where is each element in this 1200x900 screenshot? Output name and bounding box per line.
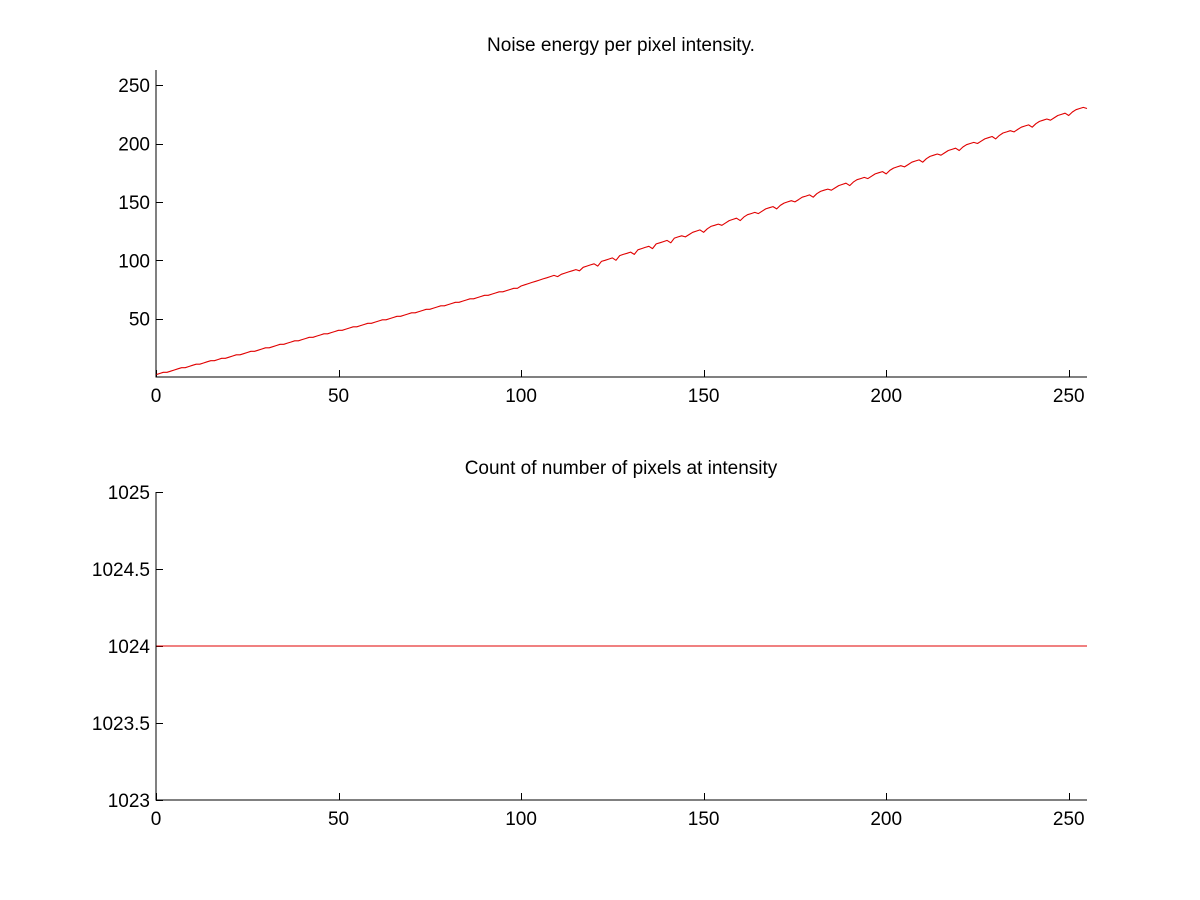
x-tick-label: 50 [328, 809, 349, 830]
y-tick-label: 50 [129, 310, 150, 331]
x-tick-label: 250 [1053, 386, 1085, 407]
x-tick-label: 150 [688, 809, 720, 830]
y-tick-label: 100 [118, 251, 150, 272]
x-tick-label: 150 [688, 386, 720, 407]
x-tick-label: 200 [870, 386, 902, 407]
chart-title: Noise energy per pixel intensity. [487, 35, 755, 56]
axes-frame [155, 492, 1087, 801]
y-tick-label: 150 [118, 193, 150, 214]
y-tick-label: 1024.5 [92, 560, 150, 581]
y-tick-label: 250 [118, 76, 150, 97]
series-line [155, 106, 1088, 376]
x-tick-label: 100 [505, 809, 537, 830]
pixel-count-chart: Count of number of pixels at intensity 0… [92, 458, 1087, 830]
y-tick-label: 200 [118, 135, 150, 156]
y-tick-label: 1023 [108, 791, 150, 812]
x-tick-label: 200 [870, 809, 902, 830]
chart-title: Count of number of pixels at intensity [465, 458, 778, 479]
x-tick-label: 100 [505, 386, 537, 407]
x-tick-label: 250 [1053, 809, 1085, 830]
axes-frame [155, 70, 1087, 378]
x-tick-label: 0 [151, 386, 162, 407]
x-tick-label: 0 [151, 809, 162, 830]
noise-energy-chart: Noise energy per pixel intensity. 0 50 100… [118, 35, 1088, 407]
x-tick-label: 50 [328, 386, 349, 407]
y-tick-label: 1024 [108, 637, 151, 658]
y-tick-label: 1023.5 [92, 714, 150, 735]
y-tick-label: 1025 [108, 483, 150, 504]
